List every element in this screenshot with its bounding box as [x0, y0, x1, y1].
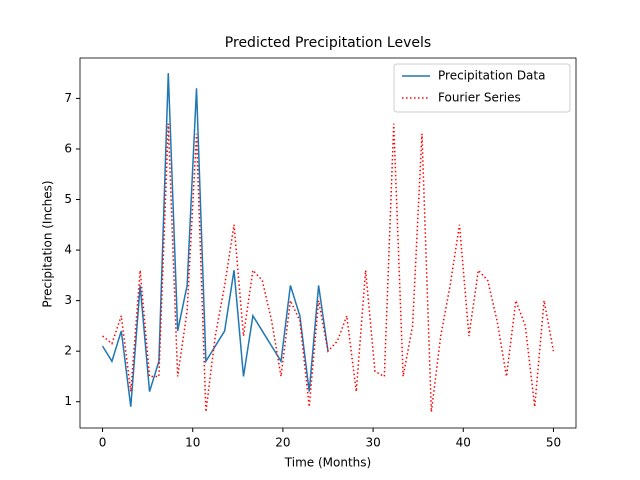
legend-label: Precipitation Data: [438, 69, 545, 83]
x-tick-label: 20: [275, 436, 290, 450]
data-line: [102, 123, 555, 412]
y-tick-label: 5: [64, 192, 72, 206]
x-tick-label: 0: [99, 436, 107, 450]
x-tick-label: 50: [546, 436, 561, 450]
y-tick-label: 1: [64, 394, 72, 408]
x-tick-label: 30: [365, 436, 380, 450]
y-tick-label: 3: [64, 293, 72, 307]
x-axis-label: Time (Months): [284, 456, 371, 470]
y-tick-label: 7: [64, 91, 72, 105]
y-tick-label: 6: [64, 141, 72, 155]
y-tick-label: 2: [64, 344, 72, 358]
y-axis-label: Precipitation (Inches): [41, 180, 55, 307]
x-tick-label: 10: [185, 436, 200, 450]
legend-label: Fourier Series: [438, 91, 521, 105]
plot-frame: [79, 57, 577, 429]
x-tick-label: 40: [456, 436, 471, 450]
data-line: [101, 73, 329, 407]
legend-box: [393, 63, 571, 113]
y-tick-label: 4: [64, 243, 72, 257]
legend: Precipitation Data Fourier Series: [393, 63, 571, 113]
chart-title: Predicted Precipitation Levels: [225, 35, 431, 51]
